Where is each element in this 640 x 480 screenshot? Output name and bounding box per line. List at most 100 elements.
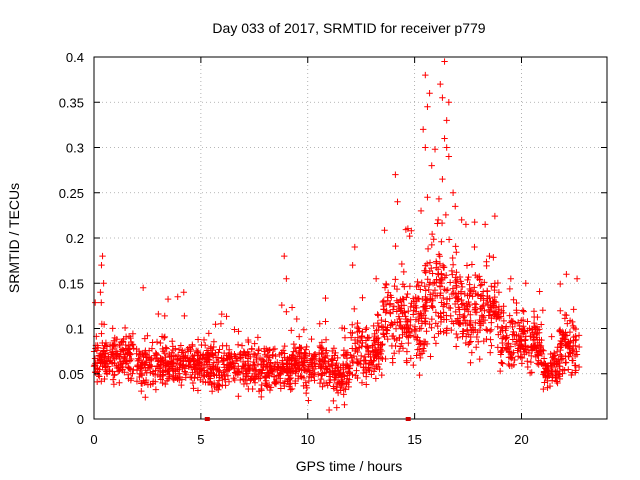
data-point xyxy=(284,355,291,362)
data-point xyxy=(537,343,544,351)
data-point xyxy=(431,286,439,294)
data-point xyxy=(343,355,351,362)
data-point xyxy=(204,379,212,386)
data-point xyxy=(124,347,131,355)
data-point xyxy=(404,290,411,298)
data-point xyxy=(553,378,560,385)
data-point xyxy=(196,359,203,366)
data-point xyxy=(481,221,489,228)
data-point xyxy=(495,289,503,296)
data-point xyxy=(115,362,122,369)
data-point xyxy=(471,300,479,307)
data-point xyxy=(169,338,176,345)
data-point xyxy=(105,354,112,362)
data-point xyxy=(538,321,545,328)
data-point xyxy=(189,352,196,360)
x-tick-label: 5 xyxy=(197,432,204,447)
data-point xyxy=(340,385,348,393)
data-point xyxy=(295,349,302,356)
data-point xyxy=(147,369,154,376)
data-point xyxy=(422,287,429,294)
data-point xyxy=(293,315,300,323)
data-point xyxy=(480,314,487,321)
data-point xyxy=(498,359,505,366)
data-point xyxy=(104,363,112,370)
data-point xyxy=(387,292,394,299)
data-point xyxy=(419,345,427,352)
data-point xyxy=(209,362,217,370)
data-point xyxy=(254,334,262,341)
data-point xyxy=(322,294,329,302)
data-point xyxy=(481,307,488,314)
data-point xyxy=(456,321,463,328)
data-point xyxy=(129,330,137,337)
data-point xyxy=(382,355,389,363)
data-point xyxy=(296,344,304,352)
data-point xyxy=(258,381,265,389)
data-point xyxy=(429,303,436,310)
data-point xyxy=(494,323,501,330)
data-point xyxy=(506,362,513,370)
data-point xyxy=(109,368,116,375)
data-point xyxy=(332,365,339,372)
data-point xyxy=(155,310,162,318)
data-point xyxy=(453,249,460,256)
data-point xyxy=(355,360,363,367)
data-point xyxy=(325,406,333,414)
data-point xyxy=(417,354,424,362)
data-point xyxy=(551,352,559,359)
data-point xyxy=(319,345,327,353)
data-point xyxy=(181,365,188,372)
data-point xyxy=(288,353,295,361)
data-point xyxy=(389,355,396,362)
data-point xyxy=(483,262,490,270)
data-point xyxy=(144,332,151,339)
data-point xyxy=(464,303,471,310)
data-point xyxy=(440,328,447,336)
data-point xyxy=(359,294,366,301)
data-point xyxy=(300,382,307,390)
data-point xyxy=(503,323,510,330)
data-point xyxy=(184,345,191,353)
y-tick-label: 0 xyxy=(77,412,84,427)
data-point xyxy=(191,374,198,382)
data-point xyxy=(452,343,460,350)
data-point xyxy=(487,336,494,343)
data-point xyxy=(564,320,571,327)
data-point xyxy=(163,377,171,384)
data-point xyxy=(422,262,429,269)
data-point xyxy=(575,332,583,339)
data-point xyxy=(207,375,214,382)
data-point xyxy=(446,295,453,302)
data-point xyxy=(415,282,422,289)
data-point xyxy=(524,318,531,325)
data-point xyxy=(189,379,197,387)
data-point xyxy=(513,309,520,317)
data-point xyxy=(166,353,173,361)
data-point xyxy=(438,238,445,245)
data-point xyxy=(91,355,99,362)
data-point xyxy=(573,348,580,355)
data-point xyxy=(568,357,576,364)
data-point xyxy=(270,346,277,353)
data-point xyxy=(463,262,471,269)
data-point xyxy=(517,353,524,361)
data-point xyxy=(520,323,527,330)
data-point xyxy=(169,375,177,382)
data-point xyxy=(153,338,161,346)
data-point xyxy=(497,328,504,336)
data-point xyxy=(215,349,222,356)
data-point xyxy=(354,374,361,382)
data-point xyxy=(136,356,143,364)
data-point xyxy=(116,379,123,386)
data-point xyxy=(468,261,476,268)
data-point xyxy=(284,356,292,364)
data-point xyxy=(449,261,457,268)
data-point xyxy=(447,304,454,312)
data-point xyxy=(466,285,473,293)
data-point xyxy=(422,320,429,327)
data-point xyxy=(548,368,555,375)
data-point xyxy=(338,373,345,381)
data-point xyxy=(433,260,440,267)
